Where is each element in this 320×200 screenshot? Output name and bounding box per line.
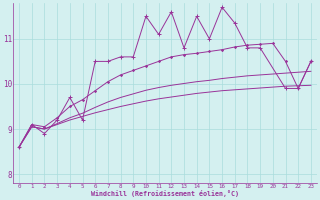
X-axis label: Windchill (Refroidissement éolien,°C): Windchill (Refroidissement éolien,°C) xyxy=(91,190,239,197)
